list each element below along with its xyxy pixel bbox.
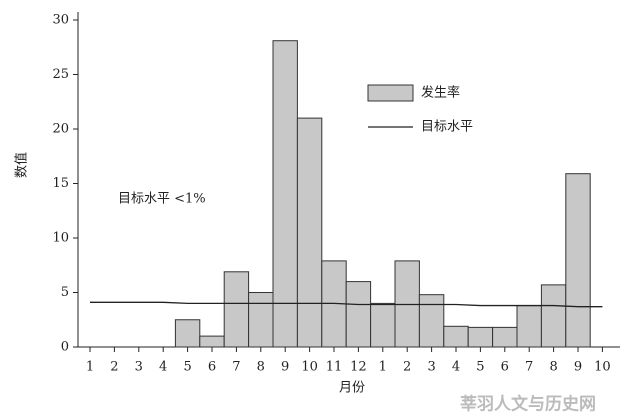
bar [443,325,469,348]
x-tick-label: 10 [594,360,611,375]
bar [418,294,445,348]
x-tick-label: 5 [183,360,191,375]
bar [370,302,396,348]
legend-label: 发生率 [421,85,460,101]
bar [223,271,250,348]
x-tick-label: 10 [301,360,318,375]
bar [199,335,225,348]
target-line [90,301,603,308]
bar [272,40,298,348]
x-tick-label: 1 [86,360,94,375]
bar [248,292,274,348]
watermark: 莘羽人文与历史网 [460,394,596,415]
x-tick-label: 9 [574,360,582,375]
y-tick-label: 0 [61,340,69,355]
x-tick-label: 7 [525,360,533,375]
y-tick-label: 20 [52,122,69,137]
bar [296,117,323,348]
x-tick-label: 12 [350,360,367,375]
x-tick-label: 1 [379,360,387,375]
x-tick-label: 6 [208,360,216,375]
x-tick-label: 7 [232,360,240,375]
x-tick-label: 3 [135,360,143,375]
y-tick-label: 25 [52,67,69,82]
y-tick-label: 5 [61,285,69,300]
x-tick-label: 4 [159,360,167,375]
bar [540,284,567,348]
y-tick-label: 10 [52,231,69,246]
x-tick-label: 8 [257,360,265,375]
x-tick-label: 3 [427,360,435,375]
x-tick-label: 5 [476,360,484,375]
bar [174,319,201,348]
x-tick-label: 4 [452,360,460,375]
bar [565,173,591,348]
y-tick-label: 15 [52,176,69,191]
x-axis-label: 月份 [339,381,365,396]
bar [516,305,542,348]
x-tick-label: 2 [403,360,411,375]
x-tick-label: 6 [501,360,509,375]
y-tick-label: 30 [52,13,69,28]
annotation: 目标水平 <1% [118,192,206,207]
legend-label: 目标水平 [421,120,473,135]
x-tick-label: 9 [281,360,289,375]
x-tick-label: 8 [549,360,557,375]
bar [345,281,372,348]
x-tick-label: 11 [326,360,343,375]
x-tick-label: 2 [110,360,118,375]
bar [492,326,518,348]
y-axis-label: 数值 [14,152,30,178]
bar [467,326,494,348]
legend-swatch [367,84,414,102]
